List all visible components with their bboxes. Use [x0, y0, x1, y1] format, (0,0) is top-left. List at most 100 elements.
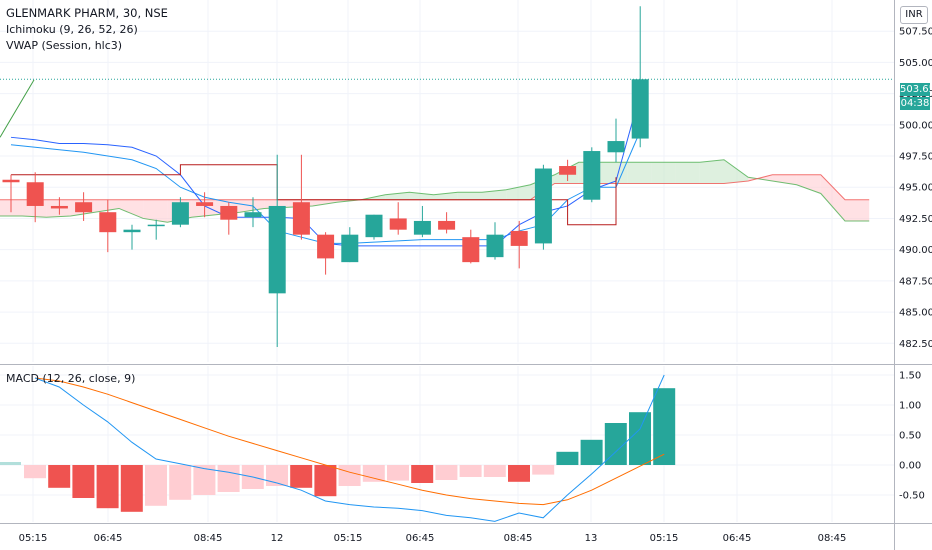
- kumo-segment: [699, 159, 724, 184]
- senkou-span-a-line: [0, 159, 870, 223]
- candle-body: [147, 224, 165, 227]
- candle: [292, 154, 310, 240]
- currency-label: INR: [905, 9, 923, 20]
- kumo-segment: [651, 162, 676, 184]
- candle: [365, 214, 383, 240]
- macd-hist-bar: [96, 465, 119, 509]
- candle-body: [389, 218, 407, 230]
- time-tick-label: 08:45: [194, 533, 223, 544]
- candle: [583, 147, 601, 203]
- macd-hist-bar: [435, 465, 458, 480]
- macd-signal-line: [34, 377, 665, 506]
- price-tick-label: 482.50: [899, 339, 932, 350]
- price-tick-label: 485.00: [899, 308, 932, 319]
- candle: [123, 224, 141, 250]
- price-tick-label: 497.50: [899, 152, 932, 163]
- chikou-line: [0, 79, 35, 138]
- macd-hist-bar: [24, 465, 46, 479]
- macd-hist-bar: [508, 465, 530, 482]
- candle-body: [2, 179, 20, 183]
- candle-body: [50, 205, 68, 209]
- candle: [75, 192, 93, 221]
- price-tick-label: 495.00: [899, 183, 932, 194]
- candle: [413, 205, 431, 238]
- candle: [317, 232, 335, 275]
- candle-body: [341, 234, 359, 263]
- kumo-segment: [482, 189, 507, 200]
- candle: [486, 222, 504, 260]
- macd-hist-bar: [314, 465, 337, 497]
- candle: [462, 229, 480, 264]
- last-price-tag: 503.65: [900, 83, 932, 96]
- kumo-segment: [506, 184, 531, 200]
- candle: [559, 159, 577, 181]
- candle: [147, 219, 165, 240]
- price-tick-label: 490.00: [899, 245, 932, 256]
- candle-body: [244, 212, 262, 218]
- macd-hist-bar: [169, 465, 192, 500]
- candle-body: [292, 202, 310, 235]
- candle-body: [486, 234, 504, 258]
- macd-hist-bar: [532, 465, 555, 475]
- candle: [389, 202, 407, 235]
- candle-body: [220, 205, 238, 220]
- candle-body: [462, 237, 480, 263]
- time-tick-label: 08:45: [504, 533, 533, 544]
- time-tick-label: 05:15: [650, 533, 679, 544]
- candle: [171, 197, 189, 228]
- symbol-title[interactable]: GLENMARK PHARM, 30, NSE: [6, 6, 168, 20]
- candle-body: [534, 168, 552, 244]
- macd-hist-bar: [362, 465, 385, 482]
- candle: [2, 174, 20, 213]
- price-tick-label: 500.00: [899, 120, 932, 131]
- candle: [341, 227, 359, 263]
- macd-tick-label: -0.50: [899, 491, 925, 502]
- currency-button[interactable]: INR: [900, 6, 928, 24]
- candle: [534, 164, 552, 250]
- kumo-segment: [772, 174, 797, 185]
- candle-body: [317, 234, 335, 259]
- candle-body: [559, 166, 577, 175]
- ichimoku-legend[interactable]: Ichimoku (9, 26, 52, 26): [6, 23, 138, 36]
- time-tick-label: 05:15: [334, 533, 363, 544]
- candle-body: [510, 230, 528, 246]
- candle: [631, 6, 649, 148]
- macd-legend[interactable]: MACD (12, 26, close, 9): [6, 372, 136, 385]
- kumo-segment: [119, 199, 144, 219]
- kumo-segment: [675, 162, 700, 184]
- candle-body: [75, 202, 93, 213]
- candle: [268, 154, 286, 348]
- candle: [607, 118, 625, 163]
- candle: [50, 197, 68, 215]
- kumo-segment: [627, 162, 652, 184]
- macd-hist-bar: [266, 465, 288, 486]
- vwap-legend[interactable]: VWAP (Session, hlc3): [6, 39, 123, 52]
- candle: [99, 199, 117, 253]
- time-tick-label: 13: [585, 533, 598, 544]
- price-tick-label: 492.50: [899, 214, 932, 225]
- kumo-segment: [820, 174, 845, 221]
- kumo-segment: [143, 199, 168, 223]
- macd-hist-bar: [338, 465, 361, 486]
- candle: [438, 212, 456, 234]
- kumo-segment: [457, 192, 482, 200]
- macd-hist-bar: [145, 465, 167, 506]
- macd-hist-bar: [48, 465, 71, 488]
- candle-body: [196, 202, 214, 206]
- candle-body: [123, 229, 141, 233]
- kumo-segment: [603, 162, 628, 184]
- macd-hist-bar: [604, 423, 627, 465]
- macd-tick-label: 1.00: [899, 401, 921, 412]
- candle-body: [365, 214, 383, 238]
- time-tick-label: 05:15: [19, 533, 48, 544]
- macd-hist-bar: [72, 465, 95, 498]
- candle: [220, 202, 238, 235]
- kumo-segment: [724, 159, 749, 184]
- time-tick-label: 06:45: [406, 533, 435, 544]
- time-tick-label: 12: [271, 533, 284, 544]
- price-tick-label: 505.00: [899, 58, 932, 69]
- macd-hist-bar: [0, 462, 21, 465]
- macd-hist-bar: [120, 465, 143, 512]
- kumo-segment: [312, 199, 337, 206]
